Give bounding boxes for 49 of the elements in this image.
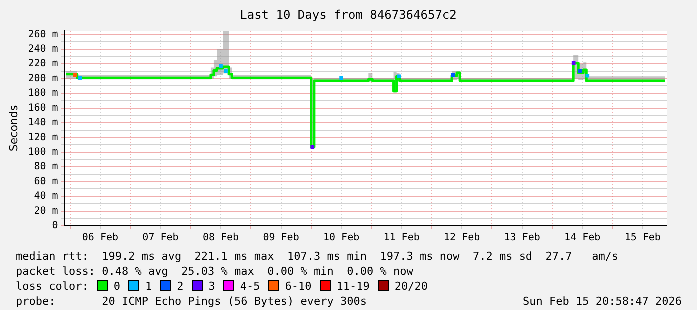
text: probe: 20 ICMP Echo Pings (56 Bytes) every 300s bbox=[16, 295, 367, 308]
point bbox=[219, 64, 223, 68]
y-tick-label: 260 m bbox=[28, 29, 58, 40]
y-tick-label: 20 m bbox=[34, 206, 58, 217]
x-tick-label: 12 Feb bbox=[444, 232, 480, 244]
y-tick-label: 240 m bbox=[28, 44, 58, 55]
point bbox=[586, 74, 590, 78]
legend-label: 3 bbox=[208, 280, 216, 293]
legend-label: 4-5 bbox=[240, 280, 260, 293]
legend-label: 11-19 bbox=[336, 280, 370, 293]
chart-title: Last 10 Days from 8467364657c2 bbox=[239, 8, 458, 22]
legend-label: 0 bbox=[114, 280, 120, 293]
y-tick-label: 160 m bbox=[28, 102, 58, 114]
y-tick-label: 100 m bbox=[28, 147, 58, 158]
x-tick-label: 14 Feb bbox=[564, 232, 601, 244]
y-tick-label: 60 m bbox=[34, 176, 58, 188]
y-tick-label: 40 m bbox=[34, 191, 58, 202]
point bbox=[78, 76, 82, 80]
point bbox=[397, 74, 402, 79]
text: packet loss: 0.48 % avg 25.03 % max 0.00 % min 0.00 % now bbox=[16, 264, 414, 279]
point bbox=[73, 73, 78, 78]
point bbox=[572, 61, 576, 66]
y-tick-label: 80 m bbox=[34, 162, 58, 173]
legend-label: 20/20 bbox=[394, 280, 428, 293]
text: median rtt: 199.2 ms avg 221.1 ms max 107.3 ms min 197.3 ms now 7.2 ms sd 27.7 am/s bbox=[16, 249, 620, 264]
point bbox=[578, 70, 582, 74]
legend-label: 1 bbox=[145, 280, 152, 293]
legend-label: 2 bbox=[177, 280, 184, 293]
text: Sun Feb 15 20:58:47 2026 bbox=[523, 294, 682, 309]
x-tick-label: 06 Feb bbox=[82, 232, 119, 244]
x-tick-label: 15 Feb bbox=[624, 232, 661, 244]
point bbox=[224, 70, 228, 74]
x-tick-label: 07 Feb bbox=[142, 232, 179, 244]
y-axis-title: Seconds bbox=[7, 105, 20, 152]
x-tick-label: 13 Feb bbox=[504, 232, 540, 244]
y-tick-label: 180 m bbox=[28, 88, 58, 100]
point bbox=[340, 76, 344, 80]
legend-title: loss color: bbox=[16, 280, 89, 293]
y-tick-label: 120 m bbox=[28, 132, 58, 144]
legend-label: 6-10 bbox=[285, 280, 312, 293]
x-tick-label: 08 Feb bbox=[202, 232, 240, 244]
y-tick-label: 140 m bbox=[28, 118, 58, 129]
y-tick-label: 0 bbox=[52, 220, 58, 232]
x-tick-label: 09 Feb bbox=[263, 232, 300, 244]
y-tick-label: 220 m bbox=[28, 58, 58, 70]
x-tick-label: 10 Feb bbox=[323, 232, 360, 244]
x-tick-label: 11 Feb bbox=[384, 232, 420, 244]
point bbox=[451, 73, 456, 78]
y-tick-label: 200 m bbox=[28, 73, 58, 84]
